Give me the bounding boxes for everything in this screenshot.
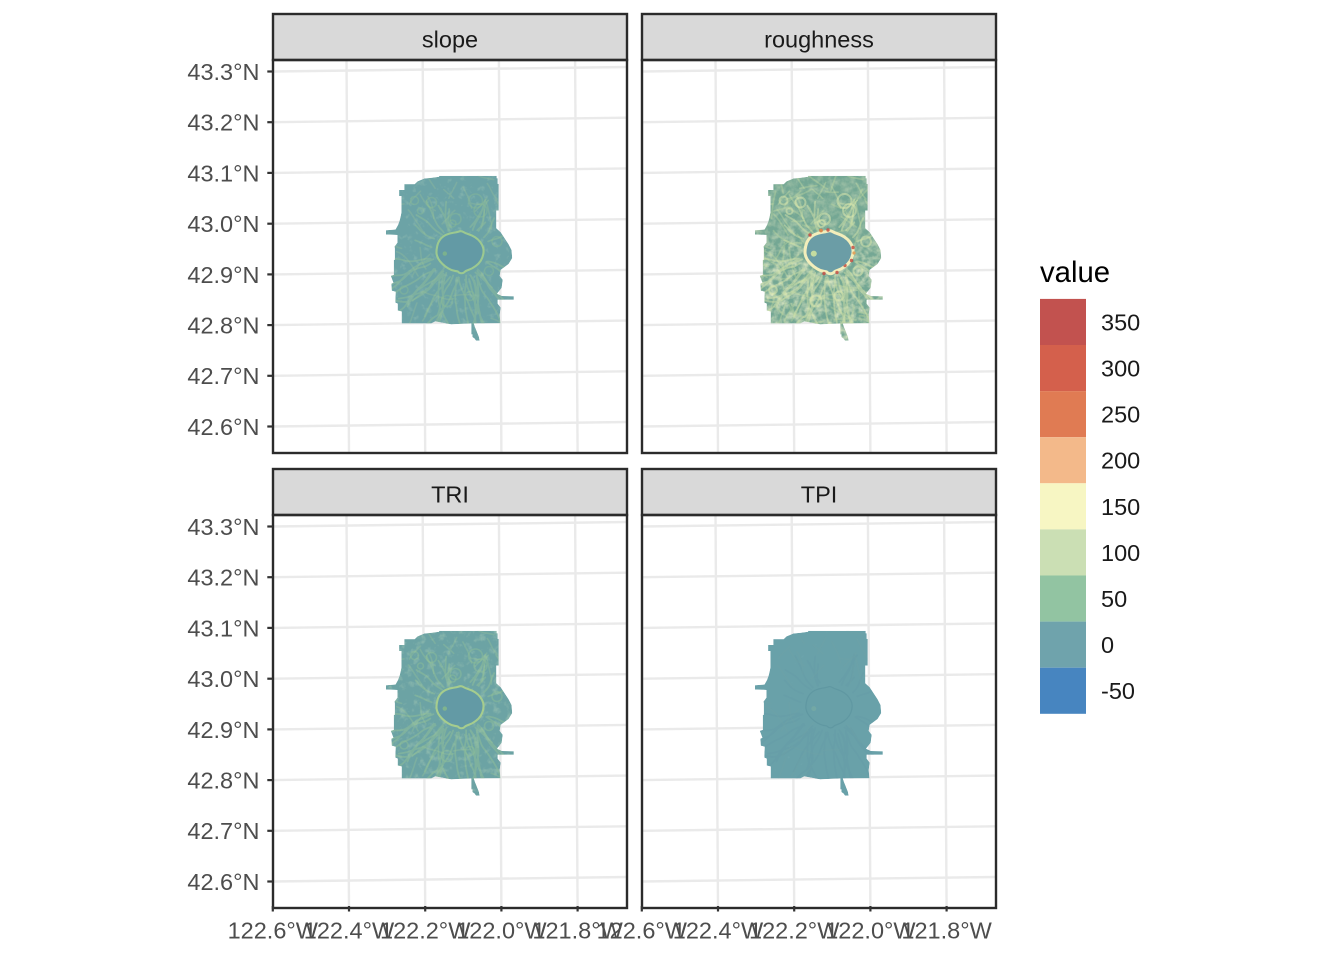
svg-text:122.6°W: 122.6°W <box>597 918 688 944</box>
svg-text:100: 100 <box>1101 540 1140 566</box>
svg-text:43.3°N: 43.3°N <box>187 514 259 540</box>
svg-text:43.3°N: 43.3°N <box>187 59 259 85</box>
svg-text:122.6°W: 122.6°W <box>228 918 319 944</box>
svg-text:42.7°N: 42.7°N <box>187 363 259 389</box>
svg-text:122.2°W: 122.2°W <box>380 918 471 944</box>
svg-text:roughness: roughness <box>764 26 874 52</box>
svg-text:122.4°W: 122.4°W <box>673 918 764 944</box>
svg-text:43.2°N: 43.2°N <box>187 565 259 591</box>
svg-text:42.9°N: 42.9°N <box>187 262 259 288</box>
svg-text:42.6°N: 42.6°N <box>187 414 259 440</box>
svg-text:42.9°N: 42.9°N <box>187 717 259 743</box>
svg-text:43.1°N: 43.1°N <box>187 160 259 186</box>
svg-text:TRI: TRI <box>431 481 469 507</box>
svg-text:42.8°N: 42.8°N <box>187 313 259 339</box>
svg-text:-50: -50 <box>1101 678 1135 704</box>
svg-text:42.8°N: 42.8°N <box>187 768 259 794</box>
svg-text:43.2°N: 43.2°N <box>187 110 259 136</box>
svg-text:150: 150 <box>1101 494 1140 520</box>
svg-text:200: 200 <box>1101 448 1140 474</box>
svg-text:122.2°W: 122.2°W <box>749 918 840 944</box>
svg-text:TPI: TPI <box>801 481 838 507</box>
svg-text:slope: slope <box>422 26 478 52</box>
svg-text:300: 300 <box>1101 355 1140 381</box>
svg-text:122.0°W: 122.0°W <box>456 918 547 944</box>
svg-text:42.6°N: 42.6°N <box>187 869 259 895</box>
svg-text:121.8°W: 121.8°W <box>901 918 992 944</box>
svg-text:value: value <box>1040 256 1110 289</box>
svg-text:122.0°W: 122.0°W <box>825 918 916 944</box>
svg-text:43.1°N: 43.1°N <box>187 615 259 641</box>
svg-text:43.0°N: 43.0°N <box>187 666 259 692</box>
svg-text:50: 50 <box>1101 586 1127 612</box>
svg-text:42.7°N: 42.7°N <box>187 818 259 844</box>
svg-text:350: 350 <box>1101 309 1140 335</box>
svg-text:121.8°W: 121.8°W <box>532 918 623 944</box>
svg-text:122.4°W: 122.4°W <box>304 918 395 944</box>
svg-text:43.0°N: 43.0°N <box>187 211 259 237</box>
svg-text:0: 0 <box>1101 632 1114 658</box>
svg-text:250: 250 <box>1101 402 1140 428</box>
